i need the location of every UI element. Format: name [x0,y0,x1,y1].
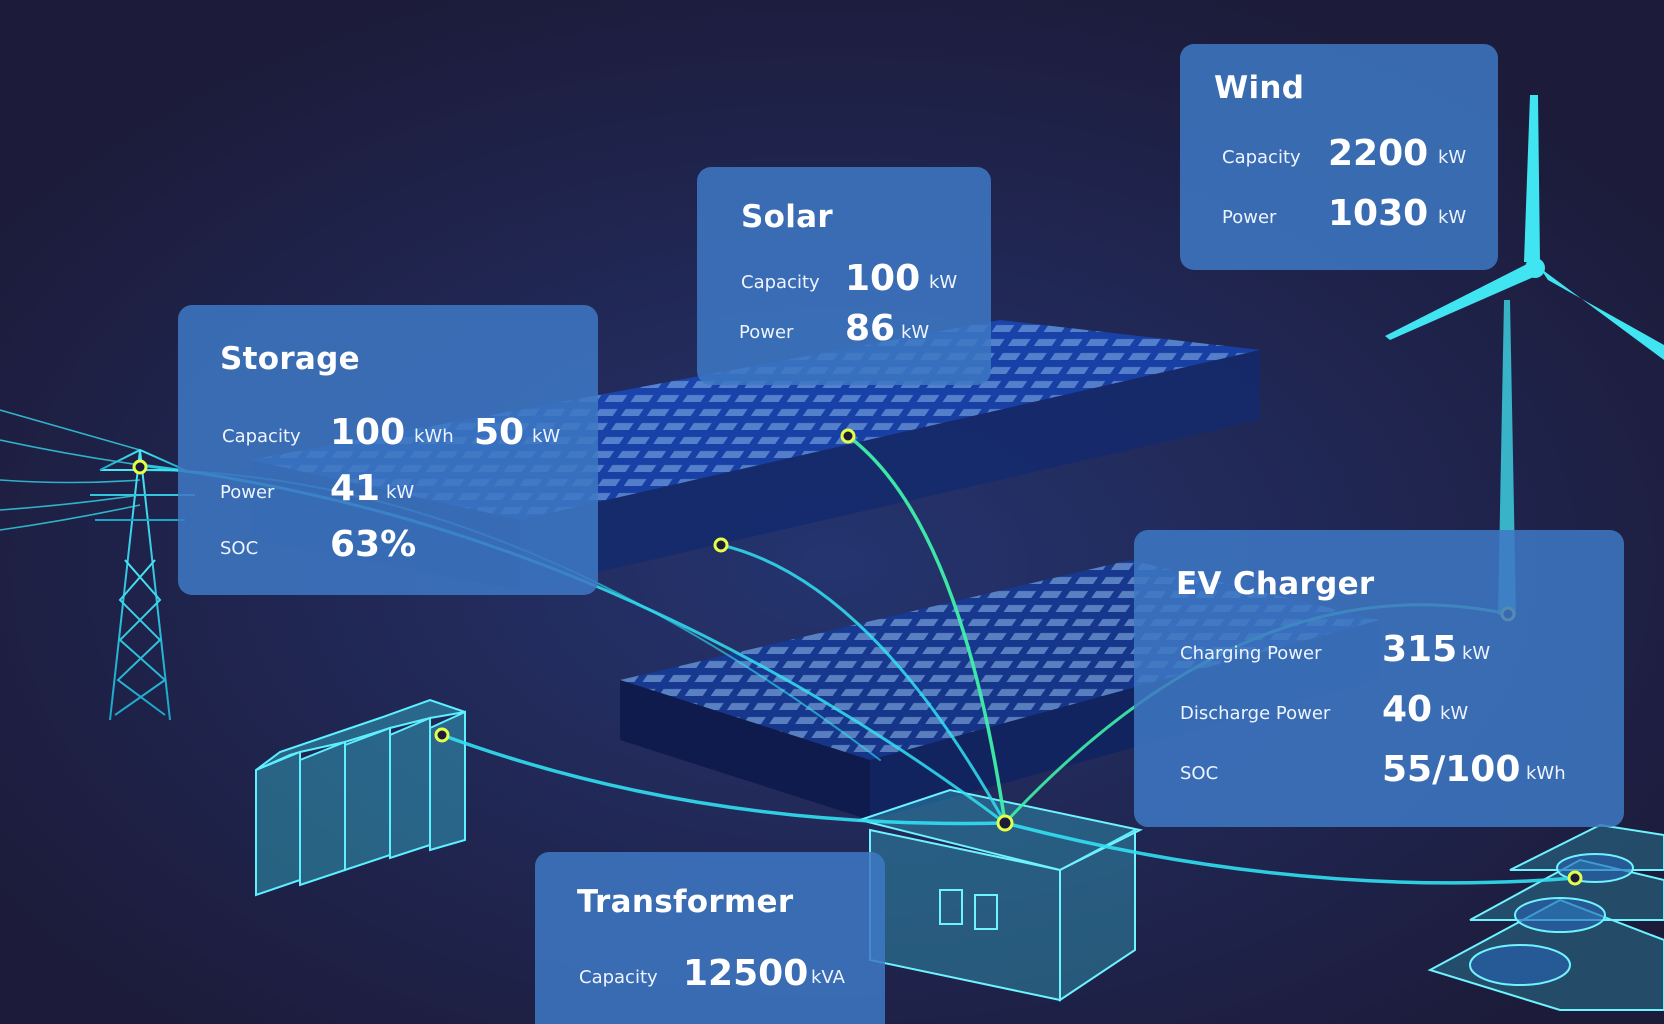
storage-title: Storage [220,341,360,377]
ev-discharge-value: 40 [1382,689,1433,730]
storage-capacity-row: Capacity 100 kWh 50 kW [178,405,598,455]
storage-capacity-label: Capacity [222,426,301,447]
solar-title: Solar [741,199,833,235]
solar-power-unit: kW [901,322,930,343]
solar-capacity-label: Capacity [741,272,820,293]
wind-power-label: Power [1222,207,1277,228]
ev-soc-unit: kWh [1526,763,1566,784]
storage-power-row: Power 41 kW [178,461,598,511]
power-lines [0,409,141,531]
wind-title: Wind [1214,70,1305,106]
storage-soc-row: SOC 63% [178,517,598,567]
ev-discharge-row: Discharge Power 40 kW [1134,682,1624,732]
storage-soc-label: SOC [220,538,259,559]
ev-charging-station [1427,823,1664,1011]
wind-power-value: 1030 [1328,193,1429,234]
ev-soc-value: 55/100 [1382,749,1521,790]
transmission-tower [90,448,195,721]
ev-discharge-label: Discharge Power [1180,703,1331,724]
wind-capacity-unit: kW [1438,147,1467,168]
storage-capacity-power: 50 [474,412,525,453]
solar-power-row: Power 86 kW [697,301,991,351]
solar-power-label: Power [739,322,794,343]
ev-soc-label: SOC [1180,763,1219,784]
solar-capacity-row: Capacity 100 kW [697,251,991,301]
storage-power-label: Power [220,482,275,503]
transformer-capacity-label: Capacity [579,967,658,988]
storage-power-value: 41 [330,468,381,509]
wind-capacity-label: Capacity [1222,147,1301,168]
ev-charging-unit: kW [1462,643,1491,664]
transformer-capacity-unit: kVA [811,967,845,988]
storage-cabinets [255,698,466,897]
ev-discharge-unit: kW [1440,703,1469,724]
ev-charging-value: 315 [1382,629,1458,670]
storage-card[interactable]: Storage Capacity 100 kWh 50 kW Power 41 … [178,305,598,595]
solar-capacity-unit: kW [929,272,958,293]
ev-charger-title: EV Charger [1176,566,1375,602]
ev-charger-card[interactable]: EV Charger Charging Power 315 kW Dischar… [1134,530,1624,827]
wind-power-row: Power 1030 kW [1180,186,1498,236]
solar-card[interactable]: Solar Capacity 100 kW Power 86 kW [697,167,991,385]
ev-charging-row: Charging Power 315 kW [1134,622,1624,672]
wind-card[interactable]: Wind Capacity 2200 kW Power 1030 kW [1180,44,1498,270]
storage-soc-value: 63% [330,524,417,565]
transformer-card[interactable]: Transformer Capacity 12500 kVA [535,852,885,1024]
storage-capacity-energy-unit: kWh [414,426,454,447]
storage-power-unit: kW [386,482,415,503]
ev-charging-label: Charging Power [1180,643,1322,664]
storage-capacity-energy: 100 [330,412,406,453]
solar-capacity-value: 100 [845,258,921,299]
wind-power-unit: kW [1438,207,1467,228]
ev-soc-row: SOC 55/100 kWh [1134,742,1624,792]
solar-power-value: 86 [845,308,896,349]
transformer-capacity-row: Capacity 12500 kVA [535,946,885,996]
transformer-title: Transformer [577,884,794,920]
transformer-box [856,788,1144,1002]
transformer-capacity-value: 12500 [683,953,809,994]
wind-capacity-value: 2200 [1328,133,1429,174]
wind-capacity-row: Capacity 2200 kW [1180,126,1498,176]
storage-capacity-power-unit: kW [532,426,561,447]
